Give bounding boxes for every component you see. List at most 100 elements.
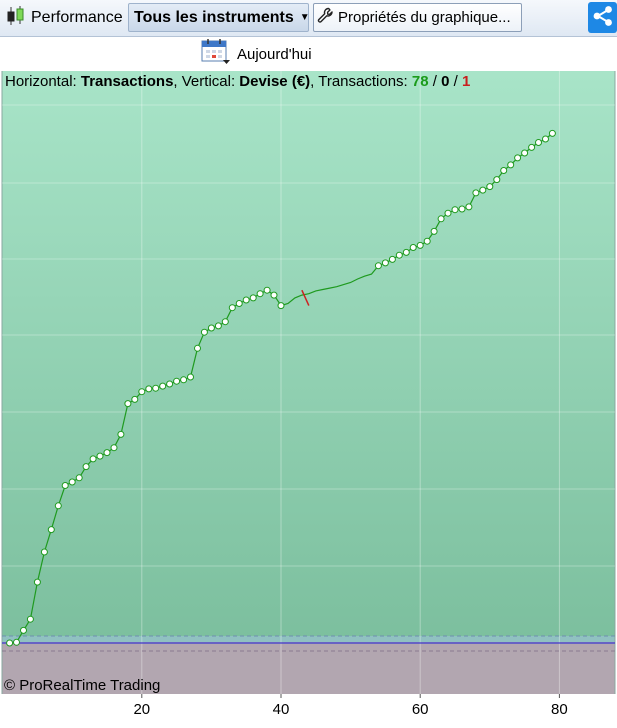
data-point: [110, 444, 118, 452]
data-point: [187, 373, 194, 381]
zero-band: [2, 636, 615, 642]
today-label: Aujourd'hui: [237, 45, 312, 63]
data-point: [82, 463, 90, 471]
data-point: [221, 318, 229, 326]
data-point: [159, 382, 167, 390]
data-point: [89, 455, 97, 463]
data-point: [152, 384, 160, 392]
data-point: [423, 237, 431, 245]
data-point: [61, 482, 69, 489]
x-tick-label: 80: [551, 701, 568, 718]
chart-properties-label: Propriétés du graphique...: [338, 9, 511, 26]
data-point: [103, 449, 111, 457]
data-point: [242, 296, 250, 304]
performance-button[interactable]: Performance: [2, 3, 126, 32]
data-point: [13, 638, 20, 646]
x-tick-label: 20: [133, 701, 150, 718]
data-point: [145, 385, 153, 393]
data-point: [180, 376, 188, 384]
negative-zone: [2, 642, 615, 694]
sep-2: /: [449, 73, 462, 90]
data-point: [451, 206, 459, 214]
data-point: [458, 205, 466, 213]
data-point: [54, 502, 62, 510]
data-point: [374, 262, 382, 270]
toolbar: Performance Tous les instruments ▼ Propr…: [0, 0, 617, 37]
data-point: [388, 255, 396, 263]
data-point: [528, 143, 536, 151]
winners-count: 78: [411, 73, 429, 90]
data-point: [548, 129, 556, 137]
data-point: [270, 291, 278, 299]
candlestick-icon: [5, 5, 27, 31]
data-point: [430, 227, 438, 235]
transactions-prefix: , Transactions:: [310, 73, 412, 90]
data-point: [249, 294, 257, 302]
horizontal-value: Transactions: [80, 73, 174, 90]
data-point: [40, 548, 48, 556]
data-point: [395, 251, 403, 259]
data-point: [507, 161, 515, 169]
data-point: [402, 248, 410, 256]
data-point: [535, 139, 542, 146]
data-point: [96, 452, 104, 460]
data-point: [26, 615, 34, 623]
data-point: [47, 526, 55, 534]
x-tick-label: 60: [412, 701, 429, 718]
data-point: [33, 578, 41, 586]
data-point: [479, 186, 487, 194]
data-point: [486, 183, 494, 191]
equity-chart: 20 40 60 80: [0, 70, 617, 724]
instruments-label: Tous les instruments: [134, 8, 294, 26]
calendar-icon: [201, 38, 231, 70]
data-point: [521, 149, 529, 157]
data-point: [194, 344, 201, 352]
data-point: [493, 176, 501, 184]
data-point: [207, 324, 215, 332]
data-point: [131, 395, 139, 403]
data-point: [263, 286, 271, 294]
data-point: [542, 135, 549, 143]
sep-1: /: [428, 73, 442, 90]
data-point: [465, 203, 473, 211]
data-point: [68, 478, 76, 486]
today-button[interactable]: Aujourd'hui: [201, 39, 312, 69]
data-point: [173, 377, 181, 385]
loss-segment: [301, 289, 310, 306]
x-axis-area: [2, 694, 615, 724]
equity-chart-svg: 20 40 60 80: [1, 71, 616, 724]
data-point: [200, 328, 208, 336]
vertical-prefix: , Vertical:: [173, 73, 240, 90]
data-point: [381, 259, 389, 267]
vertical-value: Devise (€): [239, 73, 311, 90]
neutral-count: 0: [441, 73, 450, 90]
instruments-dropdown[interactable]: Tous les instruments ▼: [128, 3, 310, 32]
performance-label: Performance: [31, 8, 123, 26]
data-point: [117, 430, 125, 438]
data-point: [472, 189, 480, 197]
wrench-icon: [317, 7, 335, 29]
data-point: [166, 380, 174, 388]
data-point: [416, 241, 424, 249]
copyright-text: © ProRealTime Trading: [4, 677, 161, 694]
x-tick-label: 40: [273, 701, 290, 718]
data-point: [6, 639, 14, 647]
horizontal-prefix: Horizontal:: [5, 73, 81, 90]
data-point: [277, 302, 285, 310]
share-icon: [591, 4, 615, 32]
data-point: [514, 154, 522, 162]
data-point: [409, 244, 417, 251]
losers-count: 1: [461, 73, 471, 90]
data-point: [444, 209, 452, 217]
chevron-down-icon: ▼: [299, 12, 310, 23]
data-point: [437, 215, 445, 223]
data-point: [256, 290, 264, 298]
data-point: [138, 388, 146, 396]
data-point: [228, 304, 236, 312]
chart-info-line: Horizontal: Transactions, Vertical: Devi…: [5, 73, 470, 90]
data-point: [20, 626, 27, 634]
data-point: [500, 167, 508, 174]
share-button[interactable]: [588, 2, 617, 33]
chart-properties-button[interactable]: Propriétés du graphique...: [313, 3, 522, 32]
data-point: [75, 474, 83, 482]
